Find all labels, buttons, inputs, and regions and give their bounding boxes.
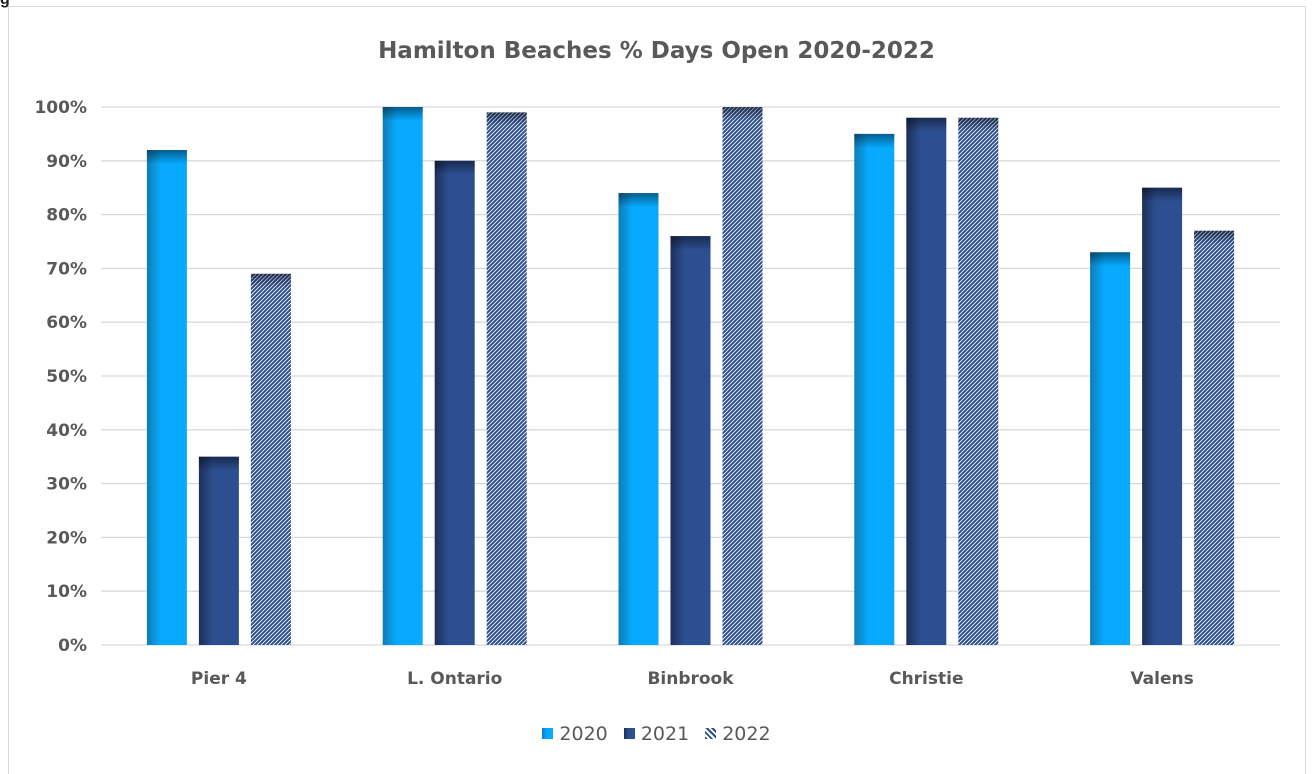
bars — [146, 107, 1235, 646]
bar-christie-2021 — [906, 117, 947, 645]
bar-top-shade — [434, 160, 475, 175]
y-tick-label: 80% — [46, 206, 87, 226]
bar-top-shade — [382, 107, 423, 121]
legend-label-2020: 2020 — [559, 722, 608, 745]
bar-top-shade — [854, 133, 895, 148]
y-tick-label: 40% — [46, 421, 87, 441]
bar-l-ontario-2022 — [486, 112, 527, 645]
bar-l-ontario-2021 — [434, 160, 475, 646]
bar-top-shade — [618, 193, 659, 208]
y-tick-label: 20% — [46, 528, 87, 548]
legend-label-2021: 2021 — [640, 722, 690, 745]
bar-valens-2020 — [1090, 252, 1131, 645]
bar-top-shade — [1090, 252, 1131, 267]
legend-item-2022[interactable]: 2022 — [705, 722, 771, 745]
x-tick-label: Christie — [889, 669, 963, 689]
legend-item-2020[interactable]: 2020 — [542, 722, 608, 745]
bar-valens-2022 — [1194, 230, 1235, 646]
y-tick-label: 90% — [46, 152, 87, 172]
bar-l-ontario-2020 — [382, 107, 423, 645]
x-tick-label: Valens — [1130, 669, 1193, 689]
bar-pier-4-2020 — [146, 150, 187, 646]
legend-swatch-2020 — [542, 728, 554, 739]
bar-binbrook-2021 — [670, 236, 711, 645]
x-tick-label: Pier 4 — [191, 669, 247, 689]
bar-top-shade — [722, 107, 763, 121]
bar-top-shade — [250, 273, 291, 288]
bar-top-shade — [906, 117, 947, 132]
bar-binbrook-2020 — [618, 193, 659, 645]
bar-top-shade — [198, 456, 239, 471]
chart-legend: 2020 2021 2022 — [0, 722, 1313, 745]
bar-pier-4-2022 — [250, 273, 291, 645]
y-axis-tick-labels: 0% 10% 20% 30% 40% 50% 60% 70% 80% 90% 100% — [34, 98, 87, 656]
bar-top-shade — [1142, 187, 1183, 202]
bar-christie-2020 — [854, 133, 895, 645]
y-tick-label: 70% — [46, 259, 87, 279]
legend-swatch-2022 — [705, 728, 717, 739]
bar-top-shade — [1194, 230, 1235, 245]
y-tick-label: 100% — [34, 98, 87, 118]
legend-swatch-2021 — [623, 728, 635, 739]
y-tick-label: 60% — [46, 313, 87, 333]
bar-top-shade — [146, 150, 187, 165]
legend-label-2022: 2022 — [722, 722, 771, 745]
x-tick-label: L. Ontario — [407, 669, 502, 689]
bar-pier-4-2021 — [198, 456, 239, 645]
bar-christie-2022 — [958, 117, 999, 645]
y-tick-label: 10% — [46, 582, 87, 602]
top-edge-text-fragment: g — [0, 0, 10, 9]
x-tick-label: Binbrook — [647, 669, 734, 689]
chart-title: Hamilton Beaches % Days Open 2020-2022 — [378, 38, 935, 64]
x-axis-tick-labels: Pier 4 L. Ontario Binbrook Christie Valens — [191, 669, 1194, 689]
legend-item-2021[interactable]: 2021 — [623, 722, 690, 745]
y-tick-label: 30% — [46, 475, 87, 495]
y-tick-label: 50% — [46, 367, 87, 387]
bar-valens-2021 — [1142, 187, 1183, 645]
bar-top-shade — [670, 236, 711, 251]
y-tick-label: 0% — [58, 636, 87, 656]
bar-top-shade — [958, 117, 999, 132]
bar-top-shade — [486, 112, 527, 127]
bar-binbrook-2022 — [722, 107, 763, 645]
